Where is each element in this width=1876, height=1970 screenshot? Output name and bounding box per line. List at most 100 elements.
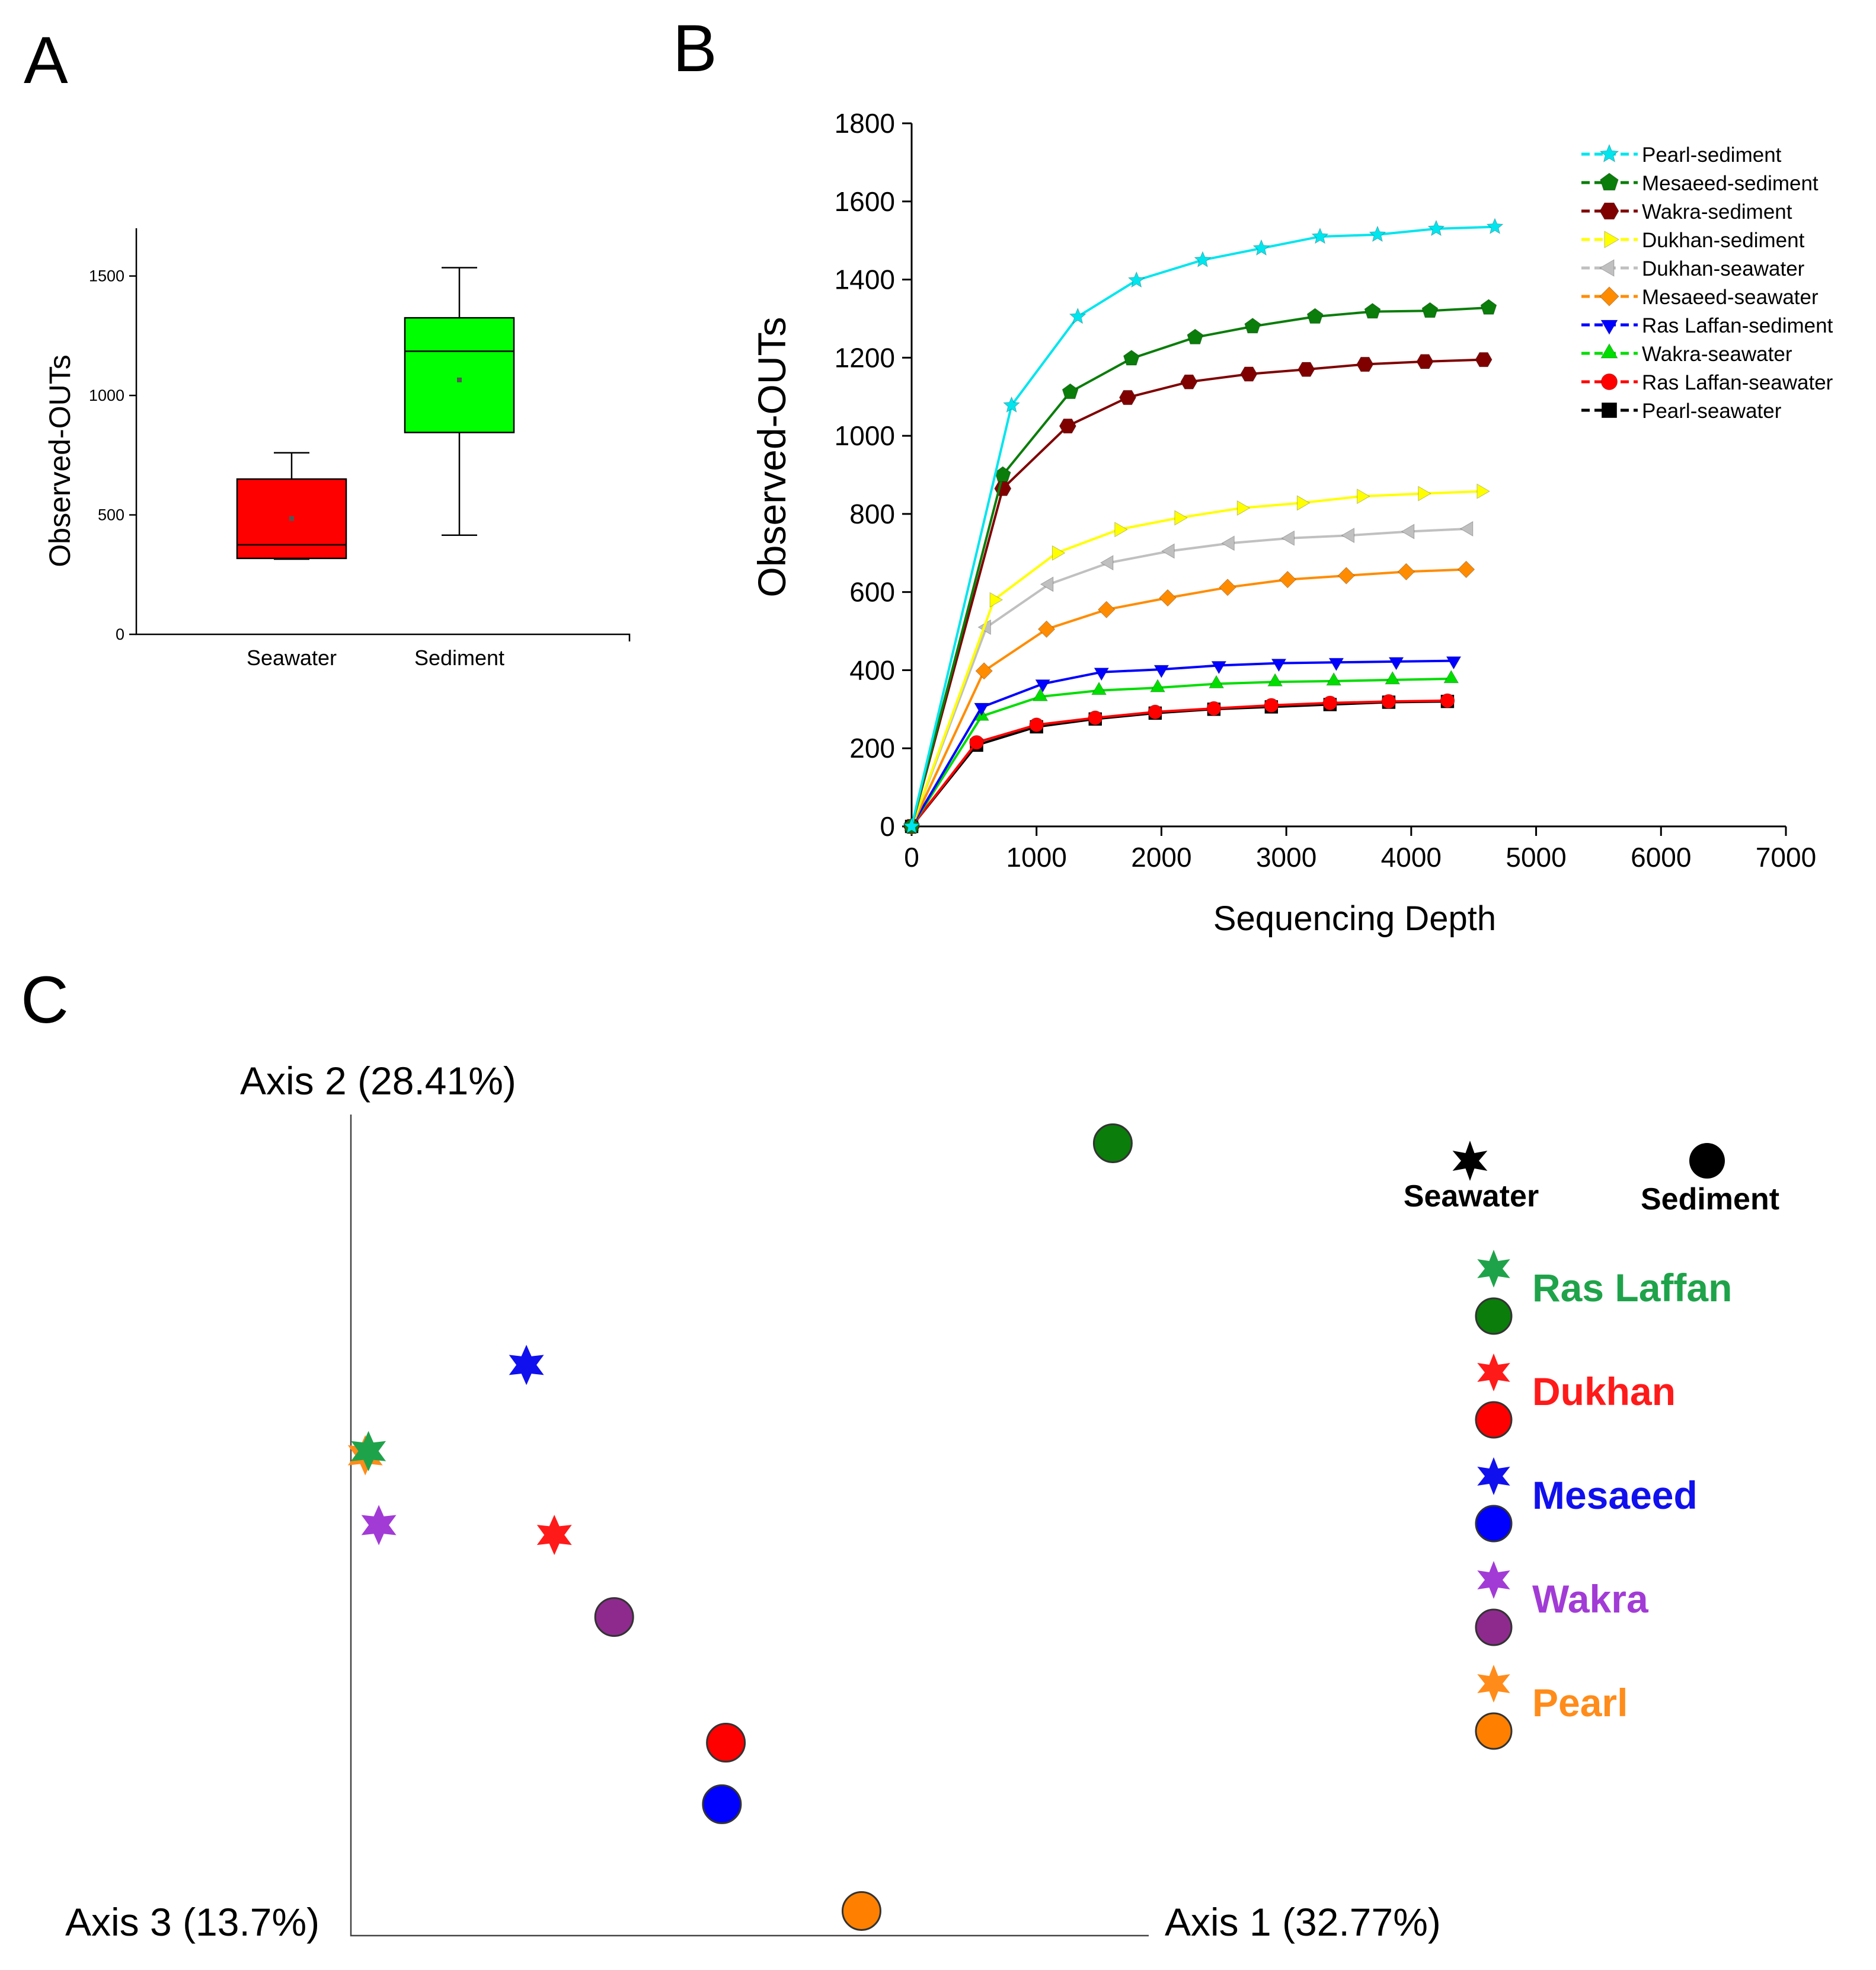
b-data-point — [1337, 567, 1356, 585]
b-data-point — [1219, 579, 1236, 596]
b-legend-item: Ras Laffan-seawater — [1581, 371, 1833, 394]
b-y-tick-label: 0 — [880, 811, 895, 842]
c-site-circle-icon — [1475, 1297, 1513, 1335]
b-series-wakra-sediment — [903, 352, 1493, 834]
b-series-line — [910, 225, 1495, 827]
a-box-seawater: Seawater — [236, 452, 347, 670]
b-legend-item: Wakra-seawater — [1581, 343, 1792, 366]
b-legend-label: Dukhan-seawater — [1642, 257, 1805, 280]
b-data-point — [1341, 528, 1355, 544]
b-legend-label: Mesaeed-sediment — [1642, 172, 1819, 195]
b-data-point — [1328, 657, 1344, 672]
b-series-mesaeed-sediment — [903, 299, 1497, 834]
b-data-point — [1281, 530, 1295, 546]
b-series-dukhan-seawater — [902, 521, 1474, 834]
b-data-point — [1244, 317, 1261, 334]
a-box-sediment: Sediment — [404, 267, 515, 670]
a-y-axis-label: Observed-OUTs — [43, 355, 76, 567]
b-data-point — [1033, 688, 1049, 701]
b-y-tick-label: 1600 — [835, 186, 895, 217]
b-data-point — [1459, 521, 1474, 537]
b-data-point — [1127, 271, 1145, 288]
c-site-legend-item: Wakra — [1475, 1561, 1649, 1646]
b-data-point — [1174, 510, 1188, 526]
c-site-legend-item: Ras Laffan — [1475, 1250, 1732, 1335]
b-data-point — [1088, 710, 1103, 726]
b-data-point — [1069, 307, 1086, 324]
b-legend-marker — [1599, 286, 1619, 306]
b-legend-item: Dukhan-sediment — [1581, 229, 1805, 252]
b-x-tick-label: 7000 — [1756, 842, 1816, 873]
b-data-point — [1153, 665, 1169, 679]
b-data-point — [1443, 669, 1459, 684]
b-data-point — [1118, 389, 1137, 406]
b-data-point — [975, 662, 993, 680]
c-axis3-label: Axis 3 (13.7%) — [65, 1900, 319, 1944]
c-point-ras-laffan-sediment — [1092, 1123, 1133, 1163]
b-data-point — [974, 703, 989, 717]
c-axis1-label: Axis 1 (32.77%) — [1165, 1900, 1441, 1944]
b-data-point — [1240, 366, 1258, 382]
b-x-tick-label: 5000 — [1506, 842, 1566, 873]
b-data-point — [1114, 522, 1128, 538]
a-y-tick-label: 1000 — [89, 387, 124, 404]
c-legend-type-label: Seawater — [1404, 1179, 1539, 1214]
c-axes — [350, 1115, 1149, 1937]
b-data-point — [1040, 576, 1054, 592]
b-data-point — [1180, 374, 1198, 389]
b-data-point — [1388, 657, 1404, 670]
c-point-mesaeed-sediment — [702, 1784, 742, 1824]
c-site-label: Wakra — [1532, 1577, 1649, 1621]
b-legend-marker — [1599, 259, 1615, 277]
b-legend-item: Mesaeed-seawater — [1581, 286, 1819, 309]
a-mean-marker — [457, 377, 462, 382]
c-axis2-label: Axis 2 (28.41%) — [240, 1059, 516, 1103]
c-site-circle-icon — [1475, 1608, 1513, 1646]
b-data-point — [1421, 302, 1439, 318]
b-series-line — [910, 568, 1466, 827]
b-data-point — [1236, 500, 1251, 516]
c-site-star-icon — [1477, 1457, 1510, 1495]
b-series-pearl-sediment — [903, 218, 1504, 834]
b-data-point — [1296, 495, 1311, 511]
b-legend-item: Mesaeed-sediment — [1581, 172, 1819, 195]
b-legend-marker — [1600, 173, 1619, 191]
b-legend-item: Pearl-sediment — [1581, 143, 1782, 167]
c-legend-circle-icon — [1689, 1143, 1725, 1179]
b-y-tick-label: 1400 — [835, 264, 895, 295]
b-data-point — [1148, 704, 1163, 720]
c-point-dukhan-seawater — [536, 1515, 572, 1556]
b-data-point — [1271, 659, 1287, 672]
b-legend-marker — [1599, 143, 1619, 162]
b-data-point — [1097, 601, 1116, 619]
b-legend-label: Dukhan-sediment — [1642, 229, 1805, 252]
b-legend-item: Ras Laffan-sediment — [1581, 314, 1833, 337]
b-data-point — [1356, 356, 1374, 372]
b-legend-marker — [1600, 320, 1618, 335]
b-data-point — [1364, 302, 1381, 319]
b-data-point — [1322, 695, 1338, 711]
b-data-point — [1476, 483, 1490, 499]
b-legend-label: Mesaeed-seawater — [1642, 286, 1819, 309]
b-legend: Pearl-sediment Mesaeed-sediment Wakra-sedi… — [1581, 143, 1833, 423]
b-series-wakra-seawater — [904, 669, 1459, 831]
b-y-tick-label: 1800 — [835, 108, 895, 139]
c-legend-star-icon — [1452, 1141, 1488, 1181]
b-x-tick-label: 6000 — [1631, 842, 1691, 873]
a-axes — [135, 228, 631, 641]
rarefaction-panel: 0 200 400 600 800 1000 1200 1400 1600 1800 0 1000 20… — [750, 108, 1833, 938]
b-data-point — [1123, 350, 1140, 366]
c-point-pearl-sediment — [841, 1891, 881, 1931]
b-data-point — [1150, 679, 1166, 692]
b-x-tick-label: 2000 — [1131, 842, 1191, 873]
a-mean-marker — [289, 516, 294, 521]
b-series-dukhan-sediment — [907, 483, 1490, 834]
a-x-category-label: Sediment — [414, 646, 504, 670]
b-data-point — [1264, 698, 1279, 713]
c-site-legend-item: Pearl — [1475, 1665, 1628, 1750]
b-data-point — [1480, 299, 1497, 315]
b-series-line — [910, 677, 1452, 828]
c-site-star-icon — [1477, 1250, 1510, 1288]
b-data-point — [1306, 308, 1324, 324]
a-y-tick-label: 0 — [116, 625, 124, 643]
